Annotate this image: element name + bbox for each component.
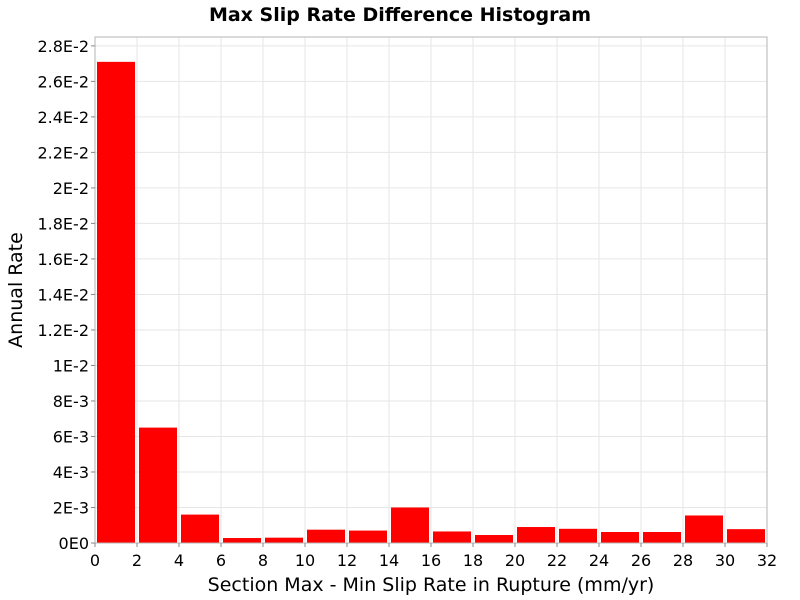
x-tick-label: 26: [631, 551, 651, 570]
chart-title: Max Slip Rate Difference Histogram: [209, 4, 591, 26]
x-tick-label: 24: [589, 551, 609, 570]
x-tick-label: 0: [90, 551, 100, 570]
bars: [97, 61, 765, 543]
y-tick-label: 2.8E-2: [37, 37, 89, 56]
histogram-bar: [475, 535, 513, 543]
histogram-bar: [349, 530, 387, 543]
x-tick-label: 30: [715, 551, 735, 570]
y-tick-label: 1E-2: [53, 356, 89, 375]
histogram-bar: [559, 528, 597, 543]
histogram-bar: [601, 531, 639, 543]
y-tick-label: 4E-3: [53, 463, 89, 482]
x-tick-label: 14: [379, 551, 399, 570]
y-tick-label: 1.6E-2: [37, 250, 89, 269]
histogram-bar: [391, 507, 429, 543]
x-tick-label: 16: [421, 551, 441, 570]
histogram-bar: [97, 61, 135, 543]
histogram-bar: [727, 529, 765, 543]
y-axis-ticks: 0E0 2E-3 4E-3 6E-3 8E-3 1E-2 1.2E-2 1.4E-2 1.6E-…: [37, 37, 95, 553]
y-tick-label: 8E-3: [53, 392, 89, 411]
y-tick-label: 2.2E-2: [37, 143, 89, 162]
y-tick-label: 2E-2: [53, 179, 89, 198]
x-tick-label: 10: [295, 551, 315, 570]
histogram-bar: [307, 529, 345, 543]
x-tick-label: 20: [505, 551, 525, 570]
x-tick-label: 28: [673, 551, 693, 570]
histogram-bar: [685, 515, 723, 543]
histogram-bar: [517, 527, 555, 543]
histogram-bar: [643, 531, 681, 543]
x-tick-label: 12: [337, 551, 357, 570]
y-tick-label: 6E-3: [53, 427, 89, 446]
y-tick-label: 1.8E-2: [37, 214, 89, 233]
y-tick-label: 2.6E-2: [37, 72, 89, 91]
x-axis-title: Section Max - Min Slip Rate in Rupture (…: [208, 574, 655, 596]
x-tick-label: 32: [757, 551, 777, 570]
histogram-bar: [139, 427, 177, 543]
x-tick-label: 18: [463, 551, 483, 570]
histogram-bar: [433, 531, 471, 543]
y-axis-title: Annual Rate: [5, 232, 27, 348]
y-tick-label: 2.4E-2: [37, 108, 89, 127]
x-tick-label: 22: [547, 551, 567, 570]
x-tick-label: 6: [216, 551, 226, 570]
y-tick-label: 2E-3: [53, 498, 89, 517]
x-tick-label: 8: [258, 551, 268, 570]
y-tick-label: 1.4E-2: [37, 285, 89, 304]
x-tick-label: 4: [174, 551, 184, 570]
histogram-bar: [265, 537, 303, 543]
y-tick-label: 1.2E-2: [37, 321, 89, 340]
y-tick-label: 0E0: [59, 534, 89, 553]
histogram-bar: [181, 514, 219, 543]
grid: [95, 37, 767, 543]
histogram-bar: [223, 538, 261, 543]
x-axis-ticks: 0 2 4 6 8 10 12 14 16 18 20 22 24 26 28 30 32: [90, 543, 777, 570]
x-tick-label: 2: [132, 551, 142, 570]
